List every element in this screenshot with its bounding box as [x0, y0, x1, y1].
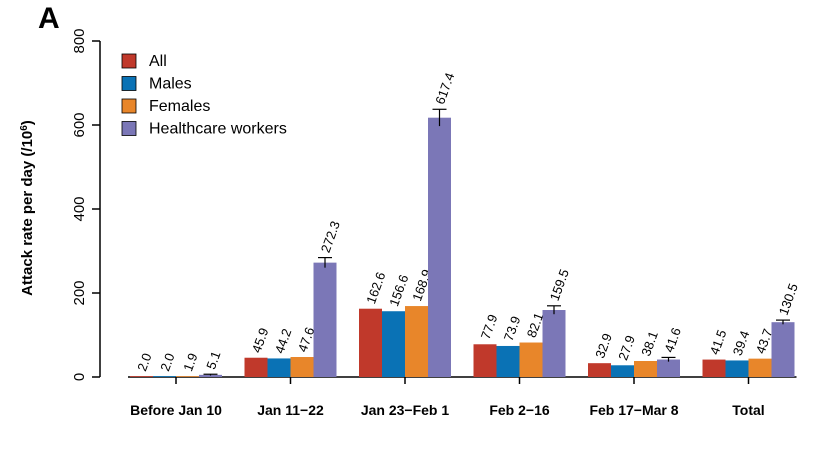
bar-group: 2.0 2.0 1.9 5.1 — [130, 349, 224, 378]
y-tick-label: 0 — [71, 373, 88, 381]
bar — [702, 359, 726, 377]
x-tick-label: Jan 23−Feb 1 — [361, 402, 450, 418]
data-label: 1.9 — [180, 351, 200, 373]
legend-label: All — [149, 53, 167, 70]
data-label: 45.9 — [249, 326, 272, 355]
y-tick-label: 400 — [71, 196, 88, 221]
data-label: 44.2 — [272, 327, 295, 356]
y-tick-label: 800 — [71, 28, 88, 53]
data-label: 156.6 — [386, 273, 411, 309]
bar — [244, 357, 268, 377]
legend-swatch — [121, 98, 137, 114]
bar — [267, 358, 291, 377]
x-tick-label: Total — [732, 402, 764, 418]
bar — [290, 357, 314, 377]
legend-swatch — [121, 121, 137, 136]
bar — [657, 359, 680, 377]
data-label: 39.4 — [730, 329, 753, 358]
data-label: 27.9 — [615, 333, 638, 362]
x-tick-label: Feb 17−Mar 8 — [589, 402, 678, 418]
legend-swatch — [121, 76, 137, 91]
bar — [496, 345, 520, 377]
data-label: 73.9 — [501, 314, 524, 343]
bar — [199, 374, 222, 377]
y-axis-title: Attack rate per day (/106) — [19, 120, 37, 296]
bar-group: 32.9 27.9 38.1 41.6 — [588, 326, 684, 377]
bar — [542, 310, 566, 377]
data-label: 41.6 — [661, 326, 684, 355]
bar — [153, 376, 176, 377]
axes: 0 200 400 600 800 — [71, 28, 797, 381]
data-label: 159.5 — [547, 267, 572, 303]
data-label: 2.0 — [157, 351, 177, 373]
bar — [473, 344, 497, 377]
data-label: 272.3 — [318, 219, 343, 255]
bar — [428, 117, 451, 377]
legend-label: Healthcare workers — [149, 121, 287, 138]
legend-label: Females — [149, 98, 210, 115]
legend-label: Males — [149, 76, 192, 93]
legend: All Males Females Healthcare workers — [121, 53, 287, 138]
bar — [748, 358, 772, 377]
bar — [359, 308, 382, 377]
data-label: 162.6 — [363, 270, 388, 306]
bar — [130, 376, 153, 377]
data-label: 5.1 — [203, 349, 223, 371]
bar — [611, 365, 634, 377]
bar — [771, 322, 795, 377]
category-labels: Before Jan 10 Jan 11−22 Jan 23−Feb 1 Feb 2−… — [130, 377, 765, 418]
bar — [176, 376, 199, 378]
x-tick-label: Feb 2−16 — [489, 402, 550, 418]
data-label: 77.9 — [478, 312, 501, 341]
data-label: 617.4 — [432, 71, 457, 107]
bar — [725, 360, 749, 377]
legend-swatch — [121, 53, 137, 69]
panel-label: A — [38, 2, 60, 35]
bar — [634, 360, 657, 377]
bar — [405, 306, 428, 377]
y-tick-label: 600 — [71, 112, 88, 137]
bar — [519, 342, 543, 377]
data-label: 130.5 — [776, 281, 801, 317]
data-label: 2.0 — [134, 351, 154, 373]
y-tick-label: 200 — [71, 280, 88, 305]
x-tick-label: Jan 11−22 — [257, 402, 324, 418]
bars: 2.0 2.0 1.9 5.145.9 44.2 47.6272.3162.6156.61… — [130, 71, 801, 378]
bar — [313, 262, 337, 377]
bar — [588, 363, 611, 377]
x-tick-label: Before Jan 10 — [130, 402, 222, 418]
bar — [382, 311, 405, 377]
data-label: 32.9 — [592, 331, 615, 360]
data-label: 41.5 — [707, 328, 730, 357]
data-label: 38.1 — [638, 329, 661, 358]
